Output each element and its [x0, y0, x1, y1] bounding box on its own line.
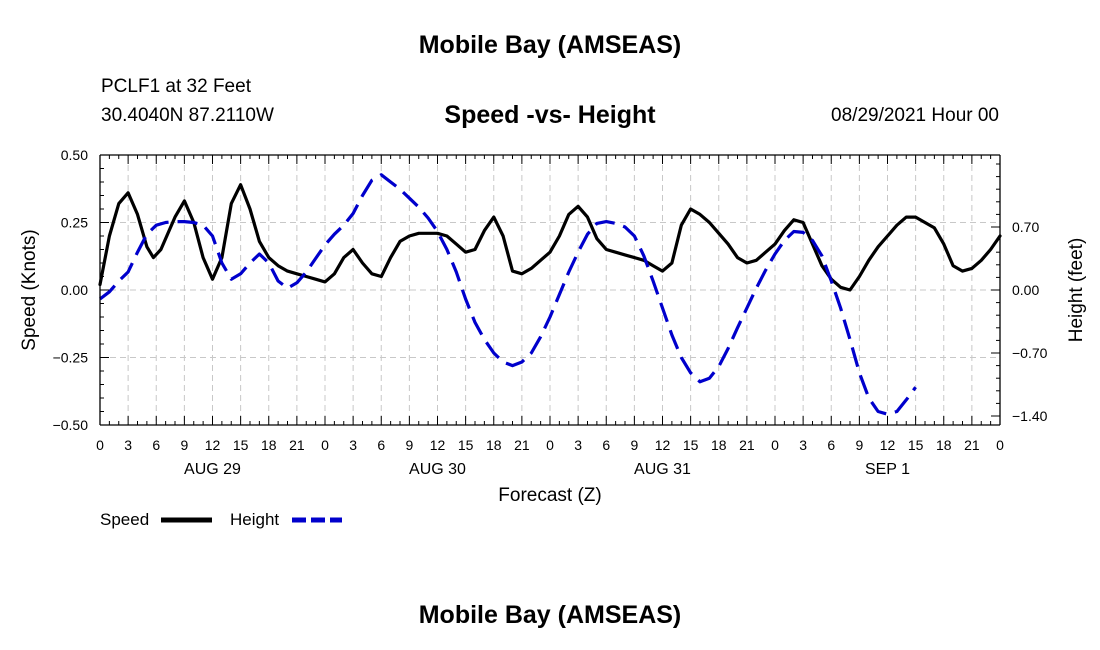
datetime-label: 08/29/2021 Hour 00 [831, 105, 999, 126]
x-tick-label: 18 [486, 437, 502, 453]
left-tick-label: −0.50 [53, 417, 89, 433]
x-tick-label: 9 [855, 437, 863, 453]
axis-labels: 0 3 6 9 12 15 18 21 0 3 6 9 12 15 18 21 0 3 6 9 12 15 18 21 0 3 6 9… [19, 147, 1087, 506]
x-tick-label: 9 [405, 437, 413, 453]
x-tick-label: 18 [936, 437, 952, 453]
x-tick-label: 0 [996, 437, 1004, 453]
x-tick-label: 12 [430, 437, 446, 453]
day-label: AUG 30 [409, 461, 466, 478]
x-tick-label: 9 [180, 437, 188, 453]
x-tick-label: 15 [233, 437, 249, 453]
right-tick-label: −0.70 [1012, 345, 1048, 361]
x-tick-label: 12 [205, 437, 221, 453]
x-tick-label: 12 [655, 437, 671, 453]
day-label: AUG 31 [634, 461, 691, 478]
y-axis-title-right: Height (feet) [1066, 238, 1087, 343]
x-axis-title: Forecast (Z) [498, 485, 601, 506]
header-title: Mobile Bay (AMSEAS) [418, 31, 682, 59]
series-line-height [99, 173, 917, 416]
x-tick-label: 18 [711, 437, 727, 453]
left-tick-label: −0.25 [53, 350, 89, 366]
x-tick-label: 9 [630, 437, 638, 453]
series-lines [98, 173, 1002, 416]
legend-label-height: Height [230, 510, 279, 529]
right-tick-label: 0.00 [1012, 282, 1039, 298]
day-label: SEP 1 [865, 461, 910, 478]
x-tick-label: 6 [602, 437, 610, 453]
x-tick-label: 18 [261, 437, 277, 453]
chart-title: Speed -vs- Height [444, 101, 656, 129]
grid [100, 155, 1000, 425]
x-tick-label: 3 [799, 437, 807, 453]
x-tick-label: 6 [152, 437, 160, 453]
x-tick-label: 15 [458, 437, 474, 453]
x-tick-label: 21 [289, 437, 305, 453]
legend-label-speed: Speed [100, 510, 149, 529]
right-tick-label: 0.70 [1012, 219, 1039, 235]
x-tick-label: 0 [96, 437, 104, 453]
x-tick-label: 6 [827, 437, 835, 453]
footer-title: Mobile Bay (AMSEAS) [418, 601, 682, 629]
x-tick-label: 6 [377, 437, 385, 453]
station-label: PCLF1 at 32 Feet [101, 76, 251, 97]
x-tick-label: 0 [771, 437, 779, 453]
axes [99, 154, 1001, 426]
left-tick-label: 0.25 [61, 215, 88, 231]
x-tick-label: 21 [739, 437, 755, 453]
series-line-speed [98, 183, 1002, 292]
x-tick-label: 21 [514, 437, 530, 453]
x-tick-label: 12 [880, 437, 896, 453]
x-tick-label: 3 [349, 437, 357, 453]
left-tick-label: 0.50 [61, 147, 88, 163]
coordinates-label: 30.4040N 87.2110W [101, 105, 274, 126]
y-axis-title-left: Speed (Knots) [19, 229, 40, 350]
legend: Speed Height [100, 510, 342, 529]
x-tick-label: 21 [964, 437, 980, 453]
x-tick-label: 0 [321, 437, 329, 453]
x-tick-label: 3 [124, 437, 132, 453]
x-tick-label: 3 [574, 437, 582, 453]
day-label: AUG 29 [184, 461, 241, 478]
x-tick-label: 15 [683, 437, 699, 453]
right-tick-label: −1.40 [1012, 408, 1048, 424]
x-tick-label: 15 [908, 437, 924, 453]
left-tick-label: 0.00 [61, 282, 88, 298]
x-tick-label: 0 [546, 437, 554, 453]
